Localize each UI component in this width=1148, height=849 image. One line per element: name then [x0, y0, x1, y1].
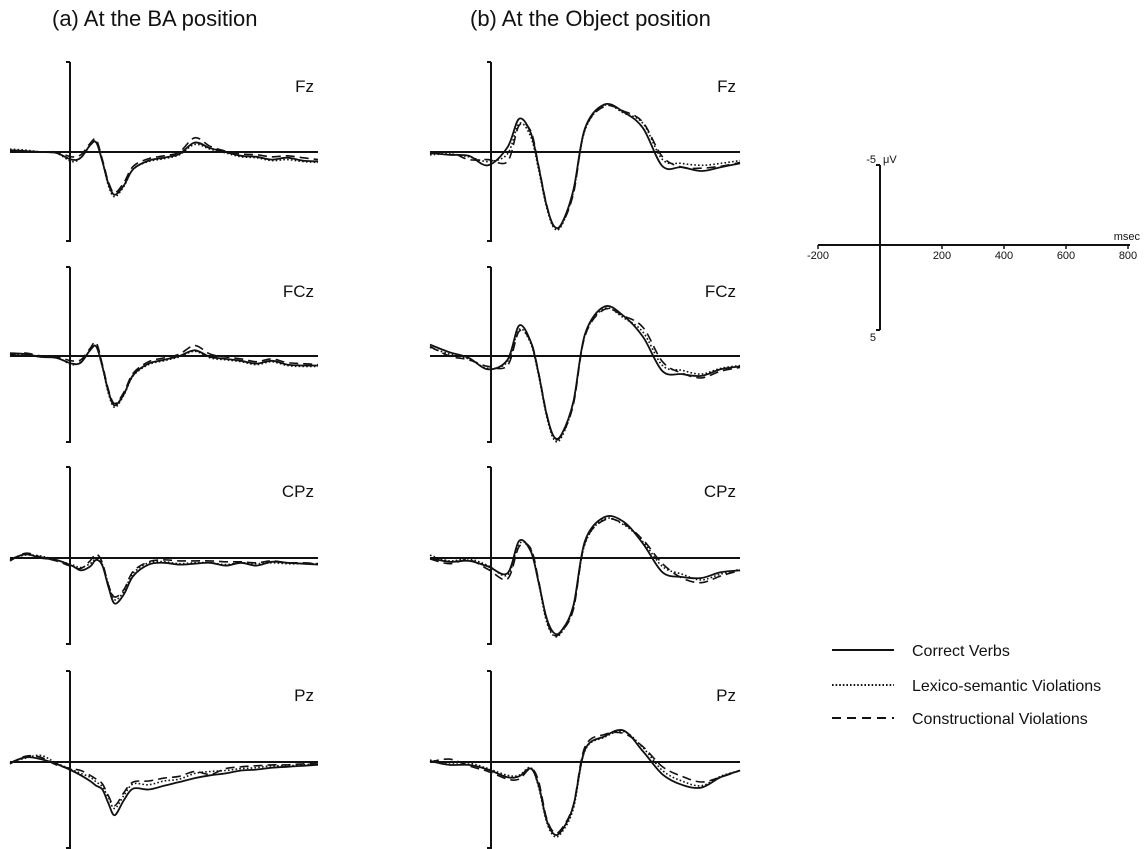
scale-bar: -5 μV 5 -200 200 400 600 800 msec: [807, 154, 1141, 344]
trace-constructional-violations: [9, 341, 319, 405]
scale-x-tick-label: -200: [807, 250, 829, 262]
legend-label: Correct Verbs: [912, 643, 1010, 660]
electrode-label: CPz: [704, 482, 736, 501]
legend: Correct Verbs Lexico-semantic Violations C…: [832, 643, 1101, 728]
trace-lexico-semantic-violations: [429, 730, 741, 838]
trace-lexico-semantic-violations: [9, 344, 319, 409]
panel-a-fz: Fz: [9, 61, 319, 242]
trace-lexico-semantic-violations: [429, 104, 741, 231]
electrode-label: Fz: [295, 77, 314, 96]
panel-a-cpz: CPz: [9, 466, 319, 645]
scale-x-tick-label: 600: [1057, 250, 1075, 262]
trace-correct-verbs: [9, 140, 319, 196]
scale-x-tick-label: 800: [1119, 250, 1137, 262]
trace-lexico-semantic-violations: [9, 754, 319, 810]
trace-correct-verbs: [429, 729, 741, 836]
electrode-label: Fz: [717, 77, 736, 96]
trace-correct-verbs: [429, 102, 741, 230]
panel-b-cpz: CPz: [429, 466, 741, 645]
scale-x-tick-label: 400: [995, 250, 1013, 262]
column-title-b: (b) At the Object position: [470, 6, 711, 31]
scale-y-neg-label: -5: [866, 154, 876, 166]
electrode-label: Pz: [294, 686, 314, 705]
trace-correct-verbs: [429, 305, 741, 440]
legend-label: Lexico-semantic Violations: [912, 678, 1101, 695]
trace-constructional-violations: [429, 517, 741, 637]
panel-b-pz: Pz: [429, 670, 741, 849]
scale-y-pos-label: 5: [870, 332, 876, 344]
panel-b-fcz: FCz: [429, 266, 741, 443]
trace-constructional-violations: [429, 731, 741, 834]
trace-constructional-violations: [429, 104, 741, 230]
trace-lexico-semantic-violations: [9, 554, 318, 601]
trace-lexico-semantic-violations: [429, 307, 741, 443]
panel-b-fz: Fz: [429, 61, 741, 242]
scale-x-tick-label: 200: [933, 250, 951, 262]
electrode-label: Pz: [716, 686, 736, 705]
panel-a-fcz: FCz: [9, 266, 319, 443]
trace-constructional-violations: [9, 754, 319, 807]
trace-correct-verbs: [9, 756, 319, 817]
trace-constructional-violations: [9, 136, 319, 194]
electrode-label: FCz: [705, 282, 736, 301]
trace-correct-verbs: [9, 344, 319, 407]
trace-constructional-violations: [429, 307, 741, 441]
trace-correct-verbs: [9, 553, 319, 605]
scale-y-unit: μV: [883, 154, 897, 166]
electrode-label: CPz: [282, 482, 314, 501]
scale-x-unit: msec: [1114, 231, 1141, 243]
legend-label: Constructional Violations: [912, 711, 1088, 728]
trace-correct-verbs: [429, 515, 741, 636]
electrode-label: FCz: [283, 282, 314, 301]
column-title-a: (a) At the BA position: [52, 6, 258, 31]
trace-lexico-semantic-violations: [9, 139, 319, 198]
panel-a-pz: Pz: [9, 670, 319, 849]
trace-constructional-violations: [9, 552, 319, 598]
